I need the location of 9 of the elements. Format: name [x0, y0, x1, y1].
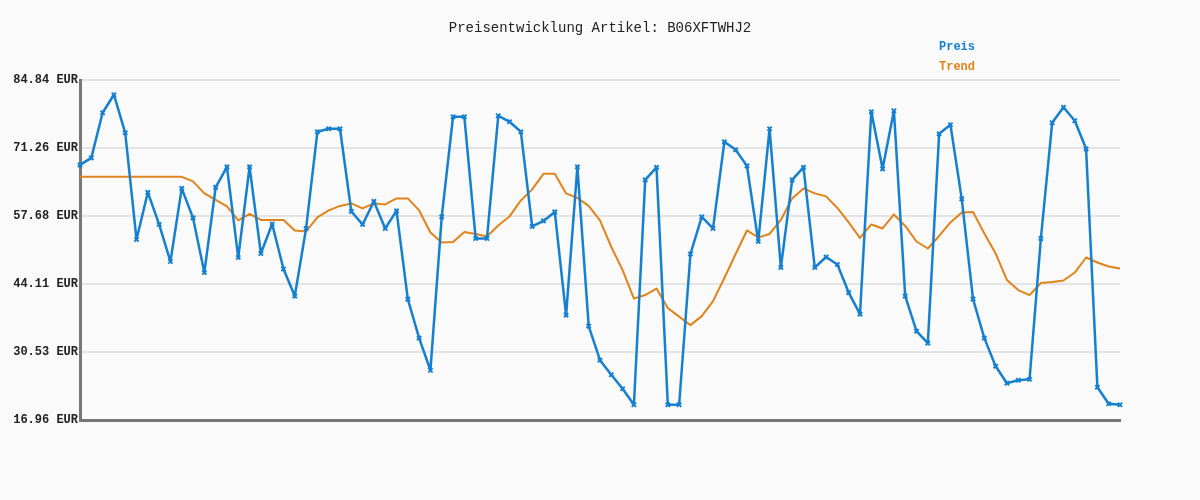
y-tick-label: 16.96 EUR [13, 413, 79, 428]
chart-title: Preisentwicklung Artikel: B06XFTWHJ2 [448, 19, 752, 36]
y-tick-label: 57.68 EUR [13, 209, 79, 224]
y-tick-label: 30.53 EUR [13, 345, 79, 360]
y-tick-label: 71.26 EUR [13, 141, 79, 156]
y-tick-label: 84.84 EUR [13, 73, 79, 88]
text: Trend [938, 60, 976, 75]
text: Preis [938, 40, 976, 55]
y-tick-label: 44.11 EUR [13, 277, 79, 292]
